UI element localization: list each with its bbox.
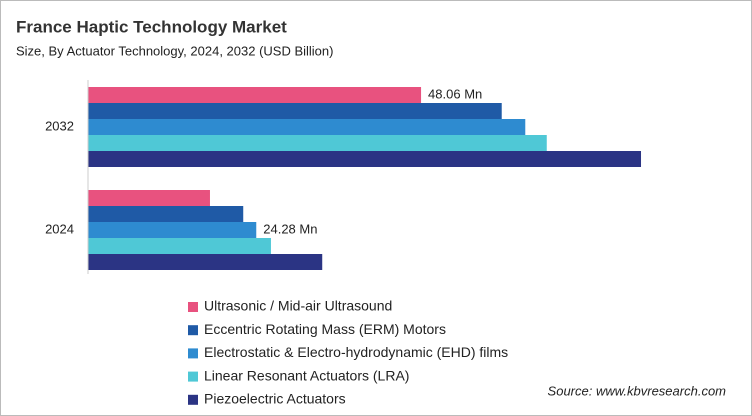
bar bbox=[88, 119, 526, 135]
chart-title: France Haptic Technology Market bbox=[16, 17, 287, 36]
y-tick-label: 2032 bbox=[45, 118, 74, 133]
bar bbox=[88, 206, 244, 222]
legend-swatch bbox=[188, 325, 198, 336]
chart-subtitle: Size, By Actuator Technology, 2024, 2032… bbox=[16, 43, 333, 58]
legend-swatch bbox=[188, 302, 198, 312]
y-tick-label: 2024 bbox=[45, 221, 74, 236]
legend-label: Electrostatic & Electro-hydrodynamic (EH… bbox=[204, 344, 508, 360]
legend-label: Ultrasonic / Mid-air Ultrasound bbox=[204, 298, 392, 314]
bar bbox=[88, 103, 502, 119]
legend-label: Piezoelectric Actuators bbox=[204, 391, 346, 407]
bar bbox=[88, 135, 547, 151]
legend-swatch bbox=[188, 348, 198, 359]
source: Source: www.kbvresearch.com bbox=[548, 383, 727, 398]
legend-label: Linear Resonant Actuators (LRA) bbox=[204, 367, 409, 383]
bar bbox=[88, 151, 642, 167]
legend-swatch bbox=[188, 371, 198, 382]
data-label: 24.28 Mn bbox=[263, 221, 317, 236]
legend-swatch bbox=[188, 394, 198, 405]
bar bbox=[88, 238, 271, 254]
bar bbox=[88, 222, 257, 238]
bar bbox=[88, 254, 323, 270]
bar bbox=[88, 87, 422, 103]
legend-label: Eccentric Rotating Mass (ERM) Motors bbox=[204, 321, 446, 337]
data-label: 48.06 Mn bbox=[428, 86, 482, 101]
bar bbox=[88, 190, 210, 206]
